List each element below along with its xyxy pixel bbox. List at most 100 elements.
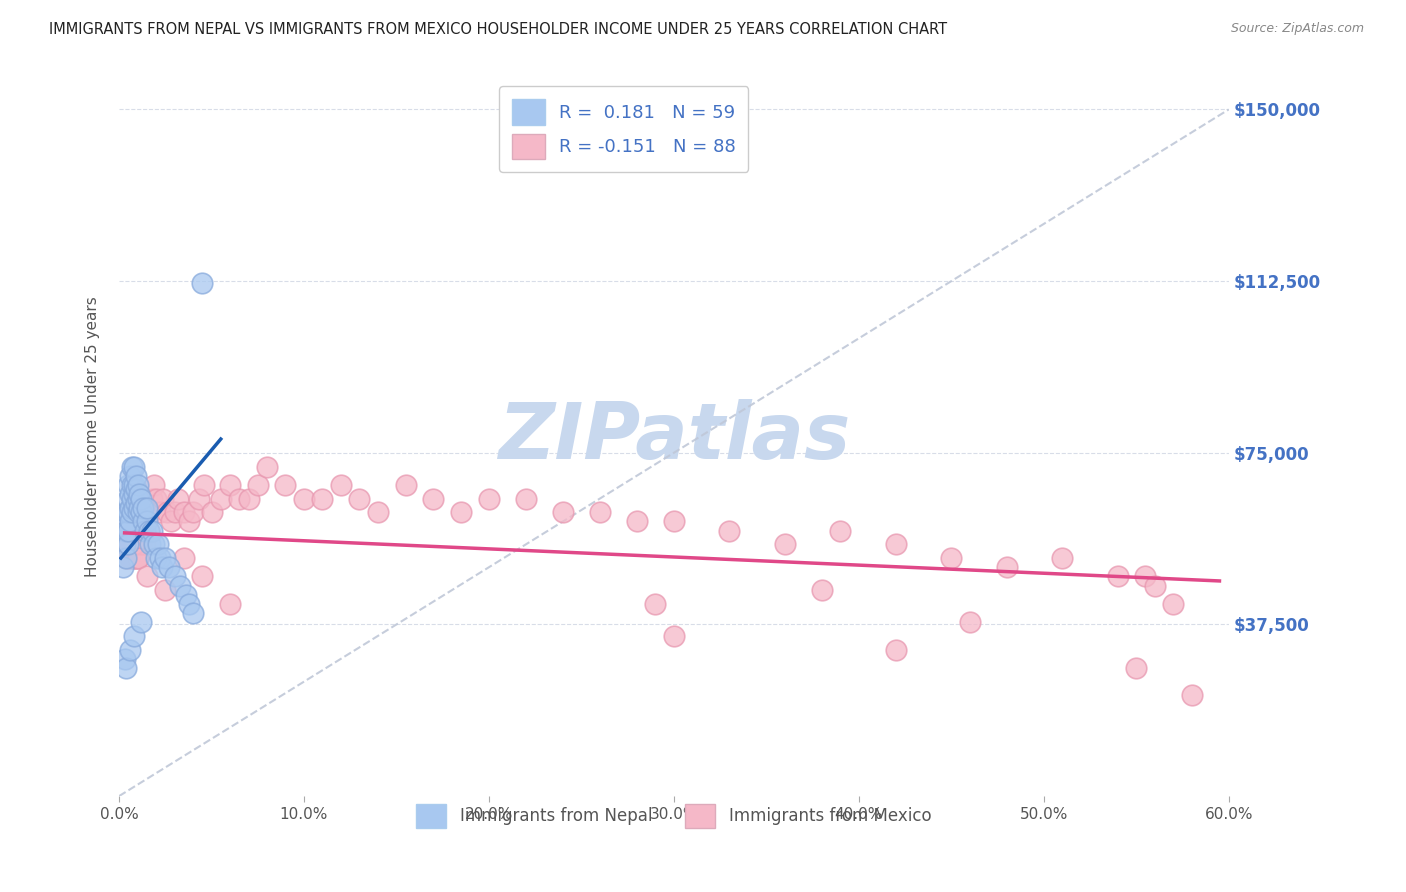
Point xyxy=(187,491,209,506)
Point xyxy=(349,491,371,506)
Point xyxy=(125,551,148,566)
Point xyxy=(127,478,149,492)
Legend: Immigrants from Nepal, Immigrants from Mexico: Immigrants from Nepal, Immigrants from M… xyxy=(409,797,938,835)
Point xyxy=(135,500,157,515)
Point xyxy=(156,505,179,519)
Text: IMMIGRANTS FROM NEPAL VS IMMIGRANTS FROM MEXICO HOUSEHOLDER INCOME UNDER 25 YEAR: IMMIGRANTS FROM NEPAL VS IMMIGRANTS FROM… xyxy=(49,22,948,37)
Point xyxy=(114,537,136,551)
Point xyxy=(121,524,143,538)
Point xyxy=(122,487,145,501)
Point xyxy=(117,491,139,506)
Point xyxy=(173,505,195,519)
Point xyxy=(121,505,143,519)
Point xyxy=(330,478,353,492)
Point xyxy=(127,551,149,566)
Point xyxy=(246,478,269,492)
Point xyxy=(145,491,167,506)
Point xyxy=(1107,569,1129,583)
Point xyxy=(120,642,142,657)
Point xyxy=(129,615,152,629)
Point xyxy=(718,524,741,538)
Point xyxy=(1125,661,1147,675)
Point xyxy=(122,551,145,566)
Point xyxy=(115,524,138,538)
Point xyxy=(149,551,172,566)
Point xyxy=(139,537,162,551)
Point xyxy=(193,478,215,492)
Point xyxy=(219,478,242,492)
Point xyxy=(132,500,155,515)
Point xyxy=(959,615,981,629)
Point xyxy=(121,478,143,492)
Point xyxy=(120,551,142,566)
Point xyxy=(120,524,142,538)
Point xyxy=(127,551,149,566)
Point xyxy=(773,537,796,551)
Point xyxy=(1181,689,1204,703)
Point xyxy=(115,551,138,566)
Point xyxy=(395,478,418,492)
Point xyxy=(125,496,148,510)
Point xyxy=(209,491,232,506)
Point xyxy=(129,491,152,506)
Point xyxy=(141,524,163,538)
Point xyxy=(115,505,138,519)
Point xyxy=(128,524,150,538)
Point xyxy=(367,505,389,519)
Point xyxy=(160,515,183,529)
Point xyxy=(292,491,315,506)
Point xyxy=(127,491,149,506)
Point xyxy=(143,478,166,492)
Point xyxy=(149,505,172,519)
Point xyxy=(169,578,191,592)
Point xyxy=(132,524,155,538)
Point xyxy=(830,524,852,538)
Point xyxy=(117,505,139,519)
Point xyxy=(589,505,612,519)
Point xyxy=(127,537,149,551)
Point xyxy=(122,524,145,538)
Point xyxy=(138,524,160,538)
Point xyxy=(1135,569,1157,583)
Point xyxy=(155,583,177,598)
Point xyxy=(138,524,160,538)
Point xyxy=(134,537,156,551)
Point xyxy=(129,505,152,519)
Point xyxy=(1143,578,1166,592)
Point xyxy=(1052,551,1074,566)
Point xyxy=(120,515,142,529)
Point xyxy=(941,551,963,566)
Point xyxy=(111,560,134,574)
Point xyxy=(884,537,907,551)
Point xyxy=(163,569,186,583)
Point xyxy=(139,505,162,519)
Point xyxy=(274,478,297,492)
Point xyxy=(141,491,163,506)
Point xyxy=(122,500,145,515)
Point xyxy=(122,629,145,643)
Point xyxy=(120,537,142,551)
Point xyxy=(120,500,142,515)
Point xyxy=(662,515,685,529)
Point xyxy=(167,491,190,506)
Point xyxy=(122,537,145,551)
Point xyxy=(127,505,149,519)
Point xyxy=(181,505,204,519)
Text: ZIPatlas: ZIPatlas xyxy=(498,399,851,475)
Point xyxy=(120,468,142,483)
Point xyxy=(163,505,186,519)
Point xyxy=(150,560,173,574)
Point xyxy=(228,491,250,506)
Point xyxy=(181,606,204,620)
Point xyxy=(179,597,201,611)
Point xyxy=(117,478,139,492)
Point xyxy=(551,505,574,519)
Point xyxy=(191,277,214,291)
Point xyxy=(191,569,214,583)
Point xyxy=(450,505,472,519)
Point xyxy=(311,491,333,506)
Point xyxy=(117,537,139,551)
Point xyxy=(128,487,150,501)
Point xyxy=(125,537,148,551)
Point xyxy=(135,569,157,583)
